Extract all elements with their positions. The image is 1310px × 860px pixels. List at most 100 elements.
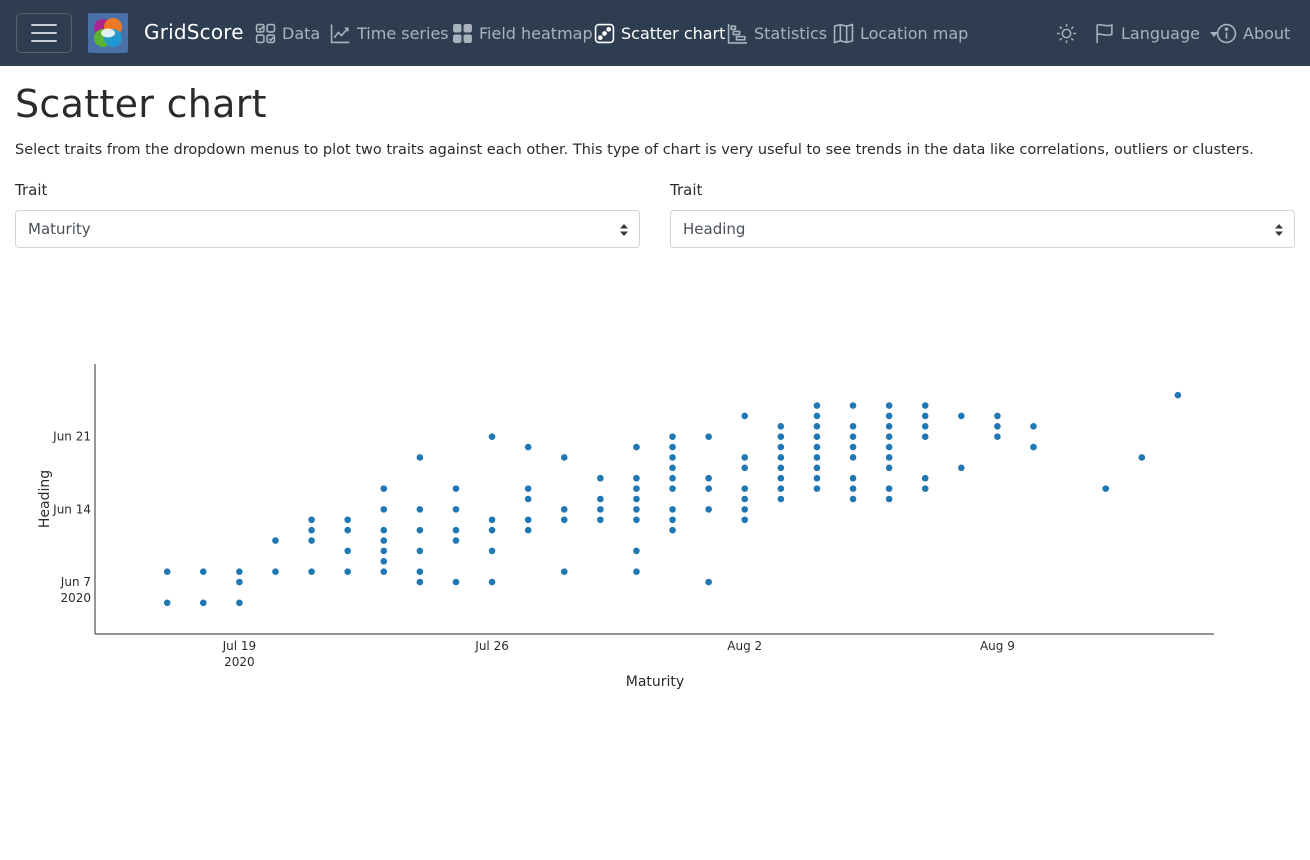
scatter-point [236, 568, 243, 575]
y-trait-label: Trait [670, 181, 703, 199]
theme-toggle-button[interactable] [1056, 20, 1077, 46]
scatter-point [921, 433, 929, 440]
scatter-point [633, 547, 640, 555]
nav-item-location-map[interactable]: Location map [833, 20, 968, 46]
scatter-point [236, 599, 243, 607]
scatter-point [813, 433, 821, 440]
scatter-point [777, 423, 785, 430]
page-description: Select traits from the dropdown menus to… [15, 142, 1254, 158]
scatter-point [849, 443, 857, 451]
scatter-point [777, 464, 785, 472]
scatter-point [669, 454, 676, 461]
scatter-point [344, 568, 351, 575]
scatter-point [380, 526, 388, 534]
hamburger-line [31, 32, 57, 34]
nav-item-label: Time series [357, 23, 449, 43]
scatter-point [885, 433, 893, 440]
scatter-point [885, 485, 893, 492]
scatter-point [452, 485, 460, 492]
scatter-point [597, 506, 604, 513]
scatter-point [199, 599, 207, 607]
scatter-point [705, 433, 712, 440]
y-trait-select[interactable]: Heading [670, 210, 1295, 248]
scatter-point [452, 537, 460, 544]
scatter-point [380, 547, 388, 555]
scatter-point [308, 526, 315, 534]
scatter-point [813, 423, 821, 430]
scatter-point [813, 464, 821, 472]
scatter-point [488, 516, 496, 524]
scatter-point [308, 537, 315, 544]
scatter-point [849, 402, 857, 409]
scatter-point [633, 443, 640, 451]
scatter-point [849, 433, 857, 440]
scatter-point [777, 485, 785, 492]
scatter-point [994, 412, 1001, 420]
scatter-point [921, 402, 929, 409]
scatter-point [885, 454, 893, 461]
nav-item-field-heatmap[interactable]: Field heatmap [452, 20, 593, 46]
x-trait-value: Maturity [28, 220, 91, 238]
scatter-point [633, 474, 640, 482]
menu-toggle-button[interactable] [16, 13, 72, 53]
scatter-point [885, 495, 893, 503]
scatter-point [416, 506, 424, 513]
nav-item-time-series[interactable]: Time series [330, 20, 449, 46]
scatter-point [994, 433, 1001, 440]
x-tick-label: Jul 19 [222, 639, 257, 653]
language-label: Language [1121, 23, 1200, 43]
scatter-point [669, 443, 676, 451]
nav-item-data[interactable]: Data [255, 20, 320, 46]
scatter-point [849, 485, 857, 492]
scatter-point [813, 454, 821, 461]
scatter-point [813, 412, 821, 420]
scatter-point [958, 464, 965, 472]
scatter-point [849, 454, 857, 461]
brand-name[interactable]: GridScore [144, 20, 244, 44]
scatter-point [597, 474, 604, 482]
x-tick-label: Aug 9 [980, 639, 1015, 653]
gridscore-logo[interactable] [88, 13, 128, 53]
scatter-point [1102, 485, 1110, 492]
top-navbar: GridScore Data Time series Field heatmap… [0, 0, 1310, 66]
scatter-point [1174, 391, 1182, 399]
scatter-chart[interactable]: Jul 19 2020 Jul 26 Aug 2 Aug 9 Jun 7 2020 Jun 1… [0, 340, 1310, 700]
scatter-point [777, 454, 785, 461]
scatter-point [813, 485, 821, 492]
scatter-point [669, 433, 676, 440]
scatter-point [344, 516, 351, 524]
scatter-point [1030, 423, 1037, 430]
scatter-point [741, 506, 749, 513]
language-dropdown[interactable]: Language [1094, 20, 1218, 46]
scatter-point [777, 443, 785, 451]
nav-item-statistics[interactable]: Statistics [727, 20, 827, 46]
flag-icon [1096, 23, 1113, 43]
scatter-point [488, 526, 496, 534]
scatter-point [416, 547, 424, 555]
y-tick-label: Jun 7 [60, 575, 91, 589]
scatter-point [885, 423, 893, 430]
gridscore-logo-icon [94, 18, 122, 47]
scatter-point [958, 412, 965, 420]
scatter-point [452, 526, 460, 534]
scatter-point [741, 454, 749, 461]
scatter-point [416, 568, 424, 575]
scatter-point [1030, 443, 1037, 451]
nav-item-scatter-chart[interactable]: Scatter chart [594, 20, 725, 46]
scatter-point [597, 495, 604, 503]
scatter-point [380, 506, 388, 513]
scatter-point [813, 443, 821, 451]
scatter-point [524, 443, 532, 451]
scatter-point [488, 578, 496, 586]
x-axis-title: Maturity [626, 674, 684, 690]
scatter-point [669, 506, 676, 513]
scatter-point [849, 474, 857, 482]
about-button[interactable]: About [1216, 20, 1290, 46]
page-title: Scatter chart [15, 82, 267, 126]
scatter-point [705, 578, 712, 586]
scatter-point [633, 568, 640, 575]
scatter-point [488, 433, 496, 440]
chart-points [163, 391, 1182, 607]
x-trait-select[interactable]: Maturity [15, 210, 640, 248]
scatter-point [560, 454, 568, 461]
